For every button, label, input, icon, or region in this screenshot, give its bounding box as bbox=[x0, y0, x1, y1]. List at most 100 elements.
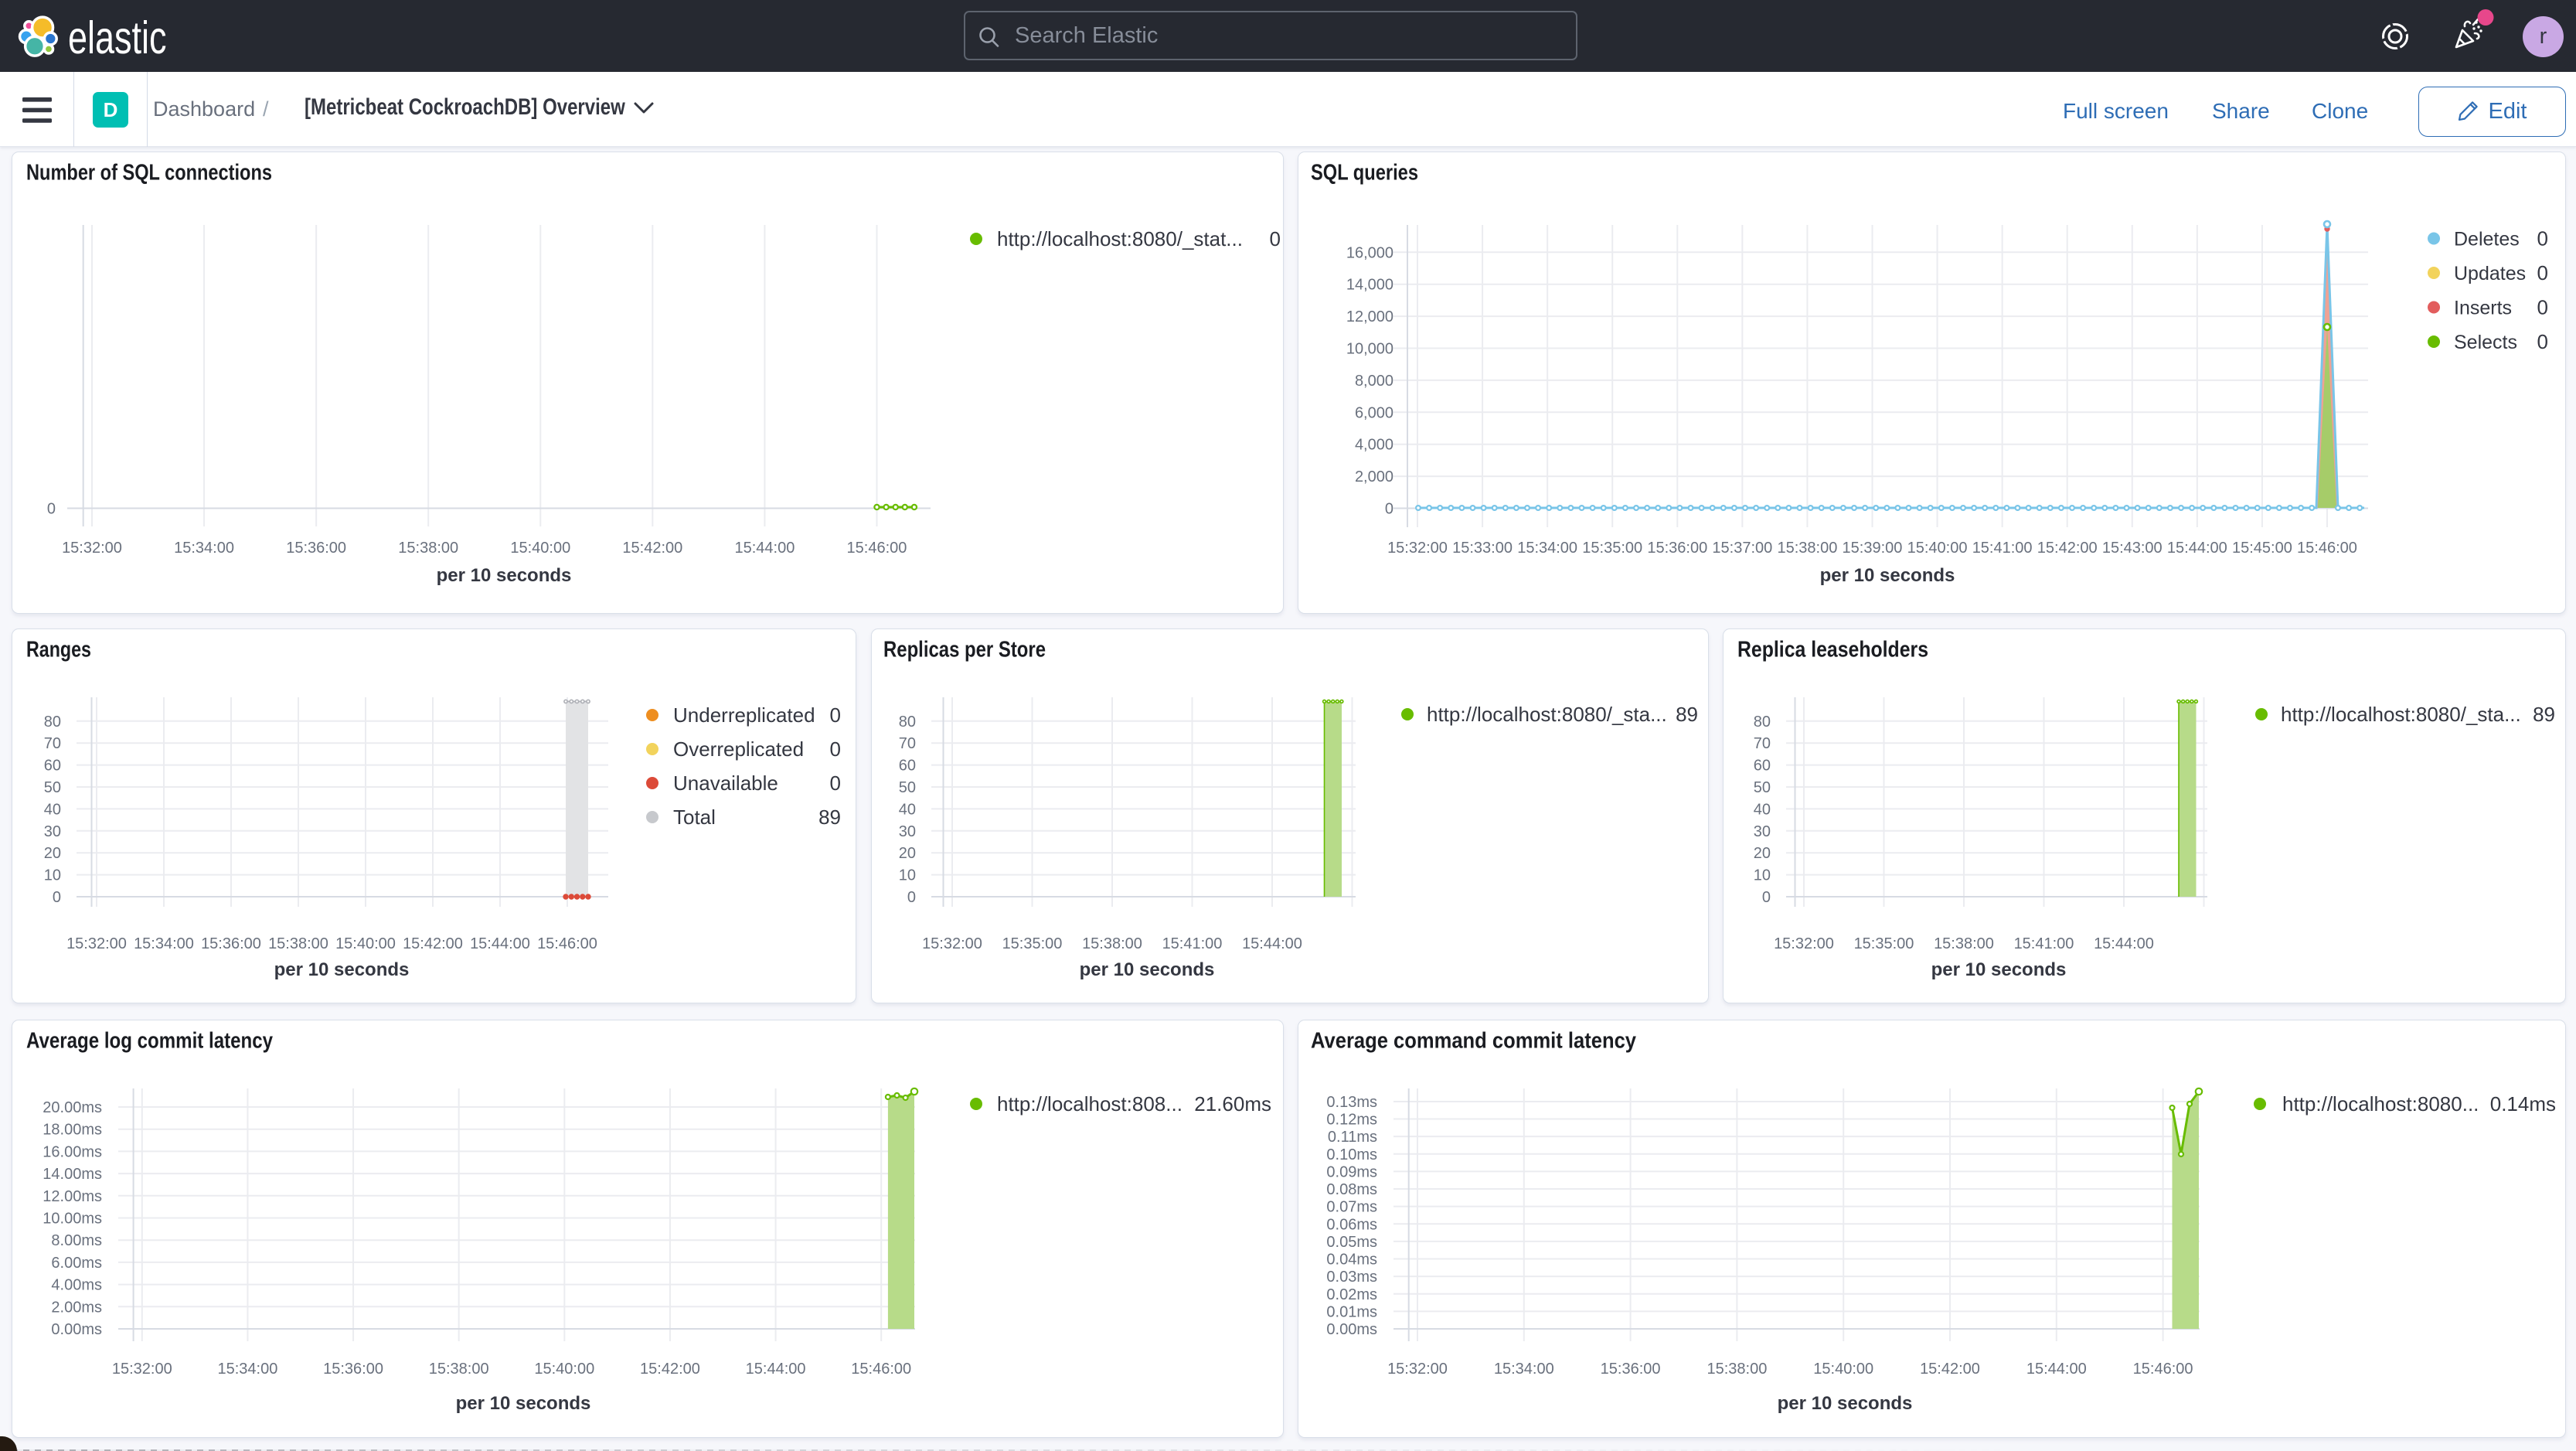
svg-text:15:40:00: 15:40:00 bbox=[511, 540, 571, 557]
svg-text:Replicas per Store: Replicas per Store bbox=[883, 638, 1046, 662]
svg-text:15:40:00: 15:40:00 bbox=[535, 1361, 595, 1378]
svg-text:0: 0 bbox=[1385, 501, 1393, 518]
svg-text:60: 60 bbox=[1754, 758, 1771, 775]
svg-text:10: 10 bbox=[899, 867, 916, 884]
svg-text:Unavailable: Unavailable bbox=[673, 771, 778, 795]
svg-text:Inserts: Inserts bbox=[2454, 298, 2512, 319]
svg-text:16.00ms: 16.00ms bbox=[43, 1144, 103, 1161]
svg-text:0: 0 bbox=[1270, 227, 1281, 250]
svg-text:15:38:00: 15:38:00 bbox=[1707, 1361, 1768, 1378]
svg-text:15:32:00: 15:32:00 bbox=[1387, 1361, 1448, 1378]
svg-text:15:46:00: 15:46:00 bbox=[852, 1361, 912, 1378]
svg-text:12.00ms: 12.00ms bbox=[43, 1188, 103, 1205]
svg-text:Replica leaseholders: Replica leaseholders bbox=[1737, 638, 1928, 662]
svg-text:20.00ms: 20.00ms bbox=[43, 1099, 103, 1116]
svg-text:16,000: 16,000 bbox=[1346, 245, 1393, 262]
svg-text:Overreplicated: Overreplicated bbox=[673, 737, 804, 761]
svg-text:15:42:00: 15:42:00 bbox=[623, 540, 683, 557]
svg-text:http://localhost:8080/_stat...: http://localhost:8080/_stat... bbox=[997, 227, 1243, 250]
svg-text:15:41:00: 15:41:00 bbox=[2014, 935, 2074, 952]
svg-text:15:46:00: 15:46:00 bbox=[2297, 540, 2357, 557]
svg-text:per 10 seconds: per 10 seconds bbox=[1778, 1393, 1913, 1414]
svg-text:15:46:00: 15:46:00 bbox=[2133, 1361, 2193, 1378]
svg-text:10,000: 10,000 bbox=[1346, 341, 1393, 358]
svg-text:per 10 seconds: per 10 seconds bbox=[1931, 959, 2067, 980]
svg-text:per 10 seconds: per 10 seconds bbox=[274, 959, 410, 980]
svg-text:15:44:00: 15:44:00 bbox=[470, 935, 530, 952]
svg-text:Deletes: Deletes bbox=[2454, 229, 2520, 250]
svg-text:0.08ms: 0.08ms bbox=[1327, 1181, 1378, 1198]
svg-text:20: 20 bbox=[44, 846, 61, 863]
svg-text:30: 30 bbox=[44, 823, 61, 840]
svg-text:Underreplicated: Underreplicated bbox=[673, 703, 815, 727]
svg-text:40: 40 bbox=[1754, 802, 1771, 819]
svg-text:20: 20 bbox=[1754, 846, 1771, 863]
svg-text:14.00ms: 14.00ms bbox=[43, 1167, 103, 1184]
svg-text:0.11ms: 0.11ms bbox=[1328, 1129, 1377, 1146]
svg-text:http://localhost:8080/_sta...: http://localhost:8080/_sta... bbox=[2281, 703, 2521, 726]
svg-text:per 10 seconds: per 10 seconds bbox=[456, 1393, 591, 1414]
svg-text:0: 0 bbox=[53, 889, 61, 906]
svg-text:15:40:00: 15:40:00 bbox=[335, 935, 396, 952]
svg-text:15:36:00: 15:36:00 bbox=[324, 1361, 384, 1378]
svg-text:Ranges: Ranges bbox=[26, 638, 91, 662]
svg-text:0.00ms: 0.00ms bbox=[1327, 1321, 1378, 1338]
svg-text:4,000: 4,000 bbox=[1355, 437, 1393, 454]
svg-text:15:32:00: 15:32:00 bbox=[62, 540, 122, 557]
svg-text:15:38:00: 15:38:00 bbox=[1778, 540, 1838, 557]
svg-text:0: 0 bbox=[2537, 227, 2548, 250]
svg-text:89: 89 bbox=[1676, 703, 1698, 726]
svg-text:15:36:00: 15:36:00 bbox=[201, 935, 261, 952]
svg-text:per 10 seconds: per 10 seconds bbox=[1080, 959, 1215, 980]
svg-text:15:38:00: 15:38:00 bbox=[1082, 935, 1142, 952]
svg-text:0.05ms: 0.05ms bbox=[1327, 1234, 1378, 1251]
svg-text:15:34:00: 15:34:00 bbox=[1494, 1361, 1554, 1378]
svg-text:15:44:00: 15:44:00 bbox=[2167, 540, 2227, 557]
svg-text:15:41:00: 15:41:00 bbox=[1972, 540, 2033, 557]
svg-text:50: 50 bbox=[1754, 779, 1771, 796]
svg-text:15:42:00: 15:42:00 bbox=[2037, 540, 2098, 557]
svg-text:0.09ms: 0.09ms bbox=[1327, 1164, 1378, 1181]
svg-text:2.00ms: 2.00ms bbox=[52, 1299, 103, 1316]
svg-text:89: 89 bbox=[2533, 703, 2555, 726]
svg-text:15:42:00: 15:42:00 bbox=[1920, 1361, 1980, 1378]
svg-text:15:46:00: 15:46:00 bbox=[537, 935, 597, 952]
svg-text:15:36:00: 15:36:00 bbox=[287, 540, 347, 557]
svg-text:40: 40 bbox=[44, 802, 61, 819]
svg-text:15:38:00: 15:38:00 bbox=[399, 540, 459, 557]
svg-text:0.07ms: 0.07ms bbox=[1327, 1199, 1378, 1216]
svg-text:15:32:00: 15:32:00 bbox=[112, 1361, 172, 1378]
svg-text:15:44:00: 15:44:00 bbox=[2094, 935, 2154, 952]
svg-text:http://localhost:8080/_sta...: http://localhost:8080/_sta... bbox=[1427, 703, 1667, 726]
svg-text:0: 0 bbox=[830, 771, 841, 795]
svg-text:15:44:00: 15:44:00 bbox=[735, 540, 795, 557]
svg-text:10.00ms: 10.00ms bbox=[43, 1211, 103, 1228]
svg-text:0.12ms: 0.12ms bbox=[1327, 1112, 1378, 1129]
svg-text:80: 80 bbox=[899, 714, 916, 731]
svg-text:15:44:00: 15:44:00 bbox=[746, 1361, 806, 1378]
svg-text:0.13ms: 0.13ms bbox=[1327, 1094, 1378, 1111]
svg-text:per 10 seconds: per 10 seconds bbox=[1820, 565, 1955, 586]
svg-text:15:43:00: 15:43:00 bbox=[2102, 540, 2163, 557]
svg-text:0: 0 bbox=[1762, 889, 1771, 906]
svg-text:15:35:00: 15:35:00 bbox=[1854, 935, 1914, 952]
svg-text:0: 0 bbox=[2537, 296, 2548, 319]
svg-text:15:36:00: 15:36:00 bbox=[1601, 1361, 1661, 1378]
svg-text:0: 0 bbox=[2537, 330, 2548, 353]
svg-text:15:32:00: 15:32:00 bbox=[66, 935, 127, 952]
svg-text:15:32:00: 15:32:00 bbox=[1774, 935, 1834, 952]
svg-text:Average log commit latency: Average log commit latency bbox=[26, 1029, 273, 1054]
svg-text:0.14ms: 0.14ms bbox=[2490, 1092, 2556, 1115]
svg-text:50: 50 bbox=[44, 779, 61, 796]
svg-text:14,000: 14,000 bbox=[1346, 277, 1393, 294]
svg-text:60: 60 bbox=[899, 758, 916, 775]
svg-text:0: 0 bbox=[47, 501, 56, 518]
svg-text:Number of SQL connections: Number of SQL connections bbox=[26, 161, 272, 186]
svg-text:0.10ms: 0.10ms bbox=[1327, 1146, 1378, 1163]
svg-text:4.00ms: 4.00ms bbox=[52, 1277, 103, 1294]
svg-text:15:42:00: 15:42:00 bbox=[640, 1361, 700, 1378]
svg-text:15:35:00: 15:35:00 bbox=[1583, 540, 1643, 557]
svg-text:40: 40 bbox=[899, 802, 916, 819]
svg-text:0.02ms: 0.02ms bbox=[1327, 1286, 1378, 1303]
svg-text:12,000: 12,000 bbox=[1346, 309, 1393, 326]
